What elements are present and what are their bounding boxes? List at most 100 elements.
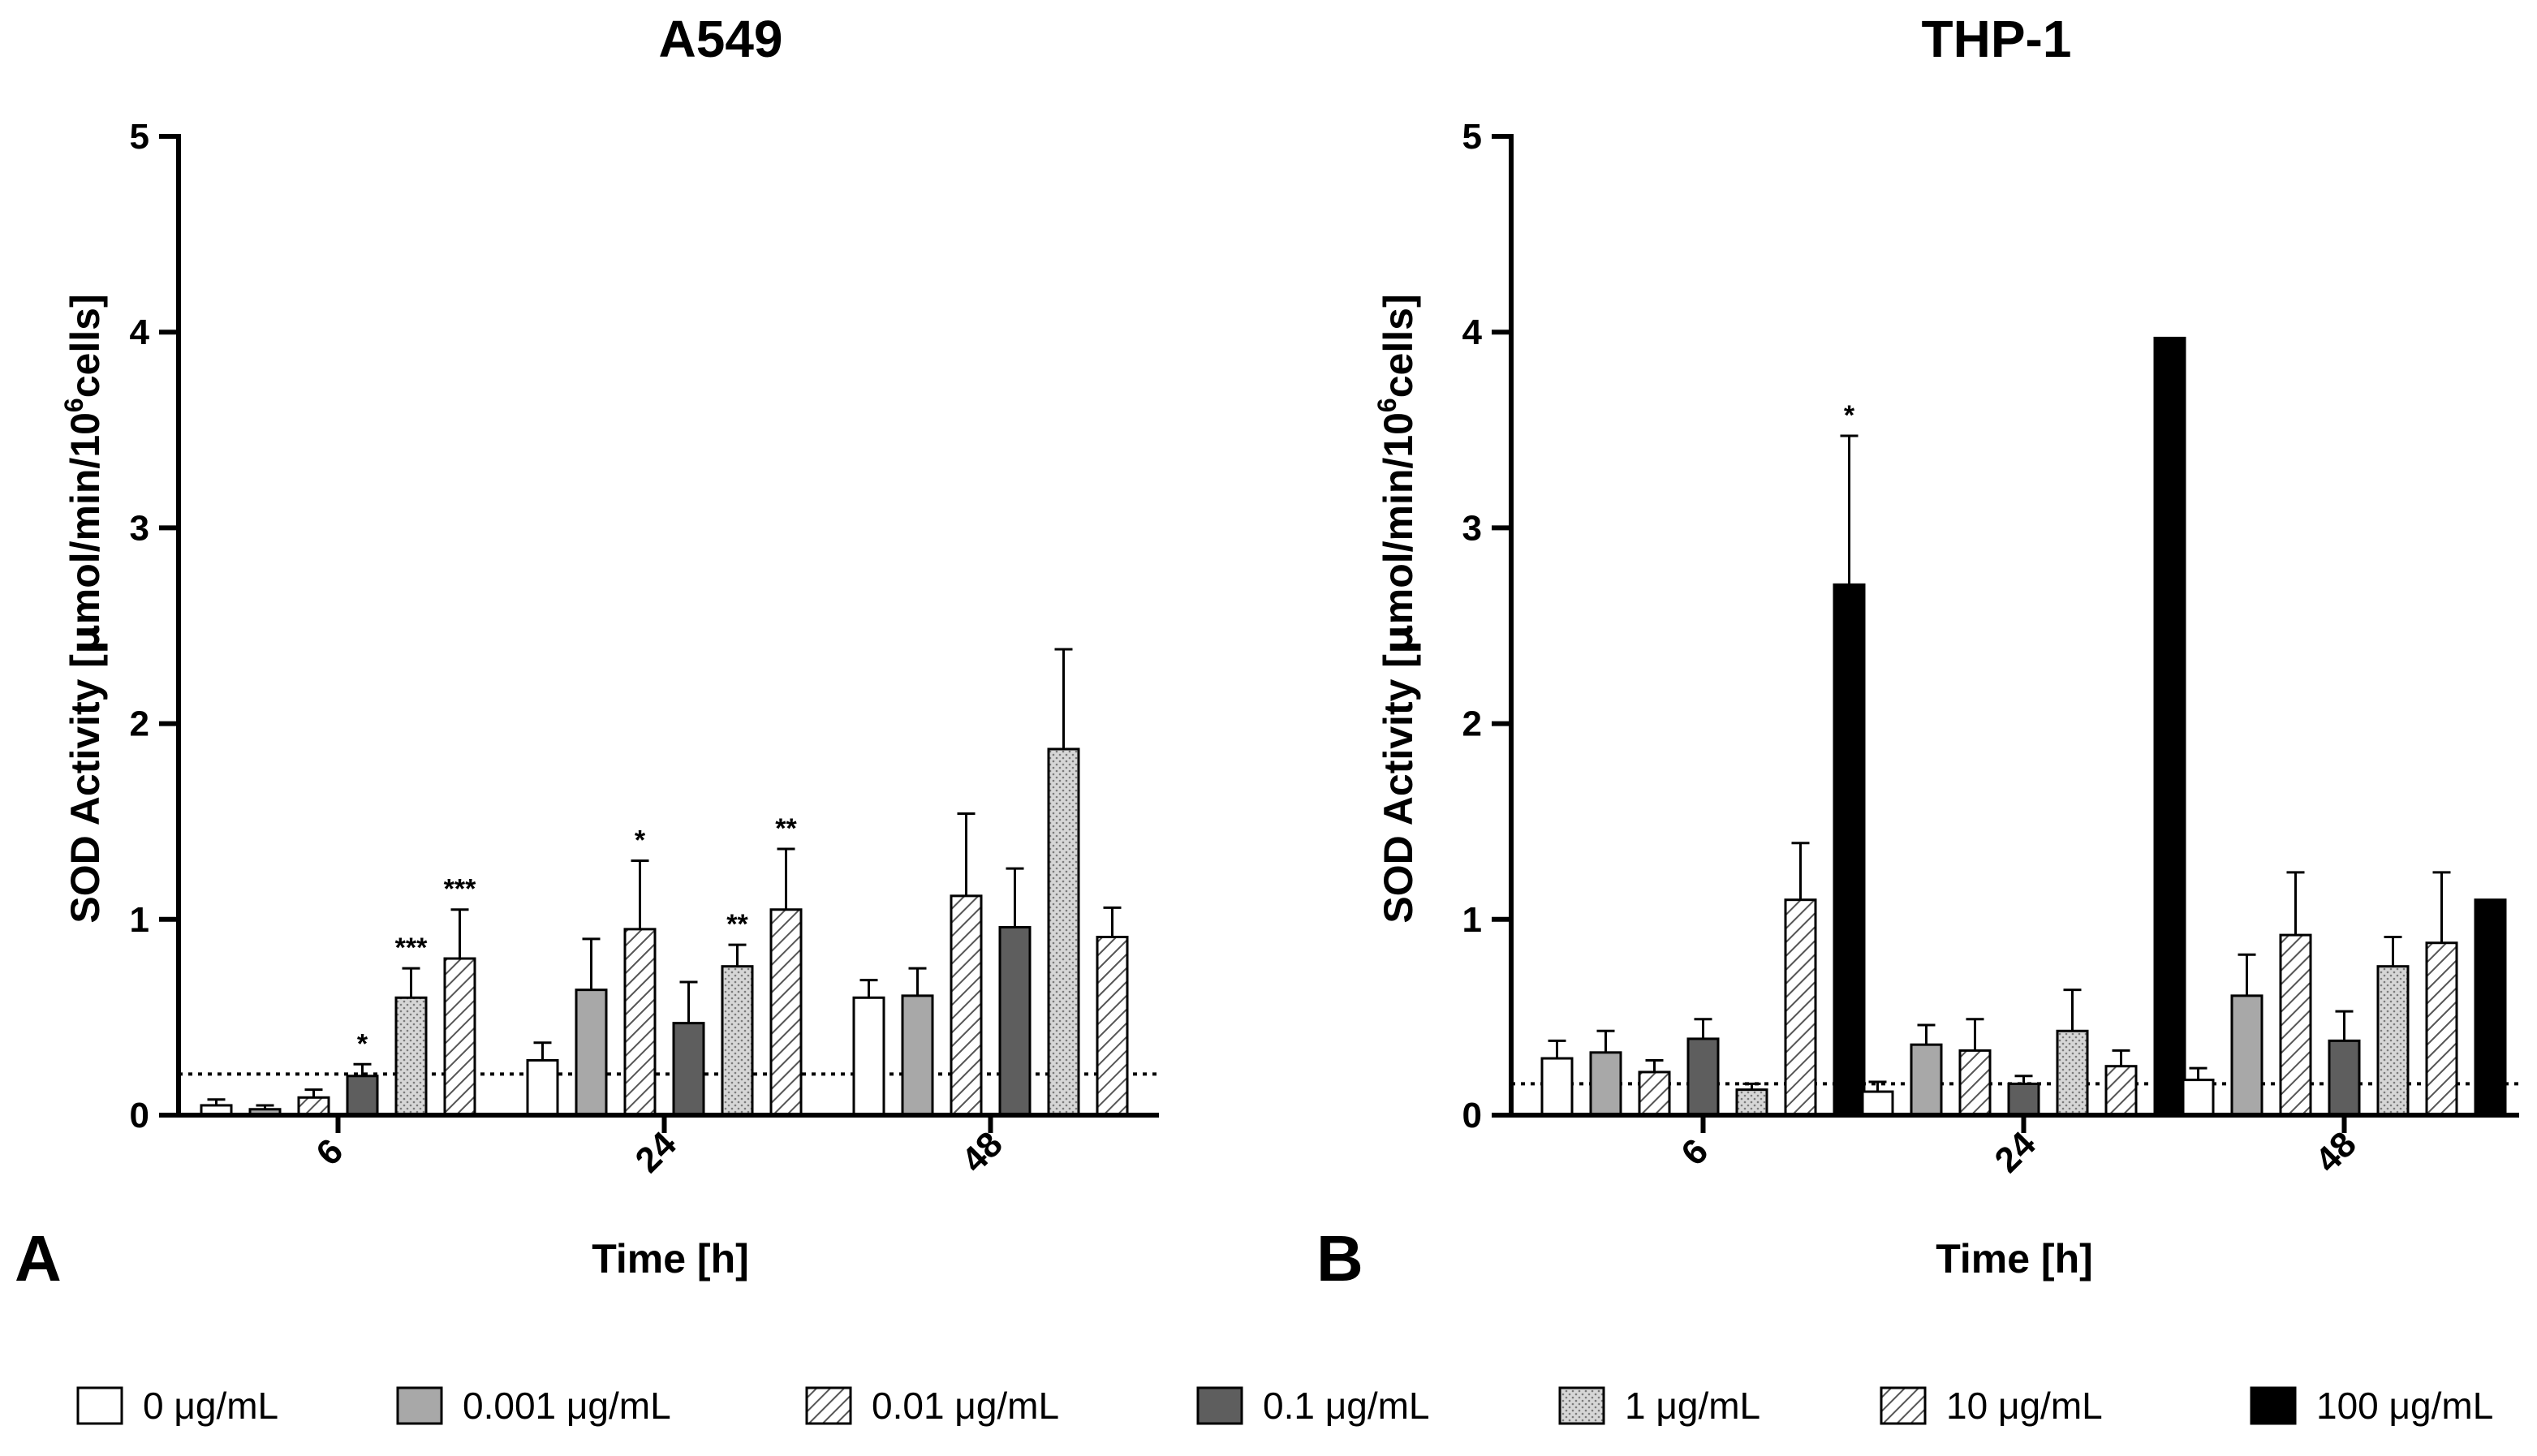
chart-panel-thp1: THP-1 SOD Activity [μmol/min/106cells] 0… xyxy=(1316,10,2519,1294)
axes-group xyxy=(1509,134,2519,1118)
bar-100-g-mL-24h xyxy=(2153,336,2186,1117)
bar-0-1-g-mL-6h xyxy=(1686,1037,1720,1117)
chart-panel-a549: A549 SOD Activity [μmol/min/106cells] 0 1… xyxy=(15,10,1159,1294)
chart-title: THP-1 xyxy=(1922,10,2072,68)
legend-item: 0.01 μg/mL xyxy=(805,1385,1059,1427)
bar-1-g-mL-6h xyxy=(1735,1088,1768,1117)
y-tick-label: 0 xyxy=(130,1096,149,1135)
legend-item: 0.001 μg/mL xyxy=(396,1385,671,1427)
bar-0-g-mL-48h xyxy=(2182,1079,2215,1117)
bar-0-1-g-mL-24h xyxy=(672,1022,705,1117)
bar-100-g-mL-48h xyxy=(2474,898,2507,1117)
bar-0-1-g-mL-24h xyxy=(2007,1082,2040,1117)
legend-swatch xyxy=(805,1386,852,1425)
y-axis-label: SOD Activity [μmol/min/106cells] xyxy=(1372,294,1422,923)
legend-item: 0 μg/mL xyxy=(76,1385,278,1427)
y-tick-label: 0 xyxy=(1462,1096,1482,1135)
y-tick-label: 3 xyxy=(1462,508,1482,548)
bar-10-g-mL-48h xyxy=(2425,941,2458,1117)
bar-0-001-g-mL-48h xyxy=(2230,994,2263,1117)
y-axis-ticks: 0 1 2 3 4 5 xyxy=(1462,117,1511,1135)
bar-0-1-g-mL-48h xyxy=(2328,1039,2361,1117)
bar-100-g-mL-6h xyxy=(1833,583,1866,1117)
significance-marker: *** xyxy=(444,874,476,905)
legend-label: 100 μg/mL xyxy=(2316,1385,2493,1427)
significance-marker: * xyxy=(635,825,646,855)
y-axis-label: SOD Activity [μmol/min/106cells] xyxy=(59,294,109,923)
x-tick-label: 24 xyxy=(628,1124,685,1181)
legend-swatch xyxy=(1558,1386,1605,1425)
bar-10-g-mL-24h xyxy=(769,908,803,1117)
significance-marker: ** xyxy=(775,813,797,844)
bar-0-g-mL-6h xyxy=(1540,1057,1574,1117)
x-tick-label: 6 xyxy=(1673,1131,1716,1174)
y-tick-label: 3 xyxy=(130,508,149,548)
bar-10-g-mL-6h xyxy=(443,957,476,1117)
legend-swatch xyxy=(1196,1386,1243,1425)
bar-0-001-g-mL-24h xyxy=(1910,1043,1943,1117)
bar-10-g-mL-24h xyxy=(2104,1065,2138,1117)
bars-group: * xyxy=(1540,336,2507,1117)
y-tick-label: 4 xyxy=(1462,312,1483,352)
y-tick-label: 1 xyxy=(1462,900,1482,940)
bar-0-01-g-mL-24h xyxy=(623,928,657,1117)
panel-label-a: A xyxy=(15,1222,62,1294)
legend-item: 1 μg/mL xyxy=(1558,1385,1760,1427)
legend-label: 0.01 μg/mL xyxy=(872,1385,1059,1427)
bar-10-g-mL-48h xyxy=(1096,936,1129,1117)
bar-0-001-g-mL-48h xyxy=(901,994,934,1117)
bar-10-g-mL-6h xyxy=(1784,898,1817,1117)
legend-label: 0 μg/mL xyxy=(143,1385,278,1427)
bar-0-01-g-mL-48h xyxy=(950,894,983,1117)
x-tick-label: 24 xyxy=(1988,1124,2044,1181)
bar-0-1-g-mL-6h xyxy=(346,1075,379,1117)
legend-item: 10 μg/mL xyxy=(1880,1385,2103,1427)
bar-1-g-mL-48h xyxy=(1047,747,1080,1117)
y-tick-label: 4 xyxy=(130,312,150,352)
significance-marker: ** xyxy=(726,909,748,940)
bar-0-001-g-mL-24h xyxy=(575,989,608,1117)
x-axis-ticks: 6 24 48 xyxy=(1673,1115,2364,1180)
bar-1-g-mL-24h xyxy=(2056,1029,2089,1117)
y-axis-ticks: 0 1 2 3 4 5 xyxy=(130,117,179,1135)
legend-swatch xyxy=(2250,1386,2297,1425)
bar-1-g-mL-48h xyxy=(2376,965,2410,1117)
bar-0-g-mL-48h xyxy=(852,996,885,1117)
bar-0-01-g-mL-24h xyxy=(1958,1049,1992,1117)
legend-label: 1 μg/mL xyxy=(1625,1385,1760,1427)
bar-0-g-mL-24h xyxy=(526,1058,559,1117)
legend-swatch xyxy=(1880,1386,1927,1425)
legend-item: 100 μg/mL xyxy=(2250,1385,2493,1427)
bar-0-g-mL-24h xyxy=(1861,1090,1894,1117)
bar-0-01-g-mL-6h xyxy=(1638,1070,1671,1117)
x-tick-label: 48 xyxy=(954,1124,1010,1180)
bar-0-001-g-mL-6h xyxy=(1589,1051,1622,1117)
x-axis-ticks: 6 24 48 xyxy=(308,1115,1010,1180)
x-tick-label: 6 xyxy=(308,1131,351,1174)
x-axis-label: Time [h] xyxy=(1936,1236,2093,1282)
legend-swatch xyxy=(396,1386,443,1425)
panel-label-b: B xyxy=(1316,1222,1363,1294)
legend-label: 0.1 μg/mL xyxy=(1263,1385,1430,1427)
x-tick-label: 48 xyxy=(2308,1124,2364,1180)
y-tick-label: 1 xyxy=(130,900,149,940)
bar-0-01-g-mL-48h xyxy=(2279,933,2312,1117)
significance-marker: *** xyxy=(395,933,428,963)
bar-0-01-g-mL-6h xyxy=(297,1096,330,1117)
bar-1-g-mL-24h xyxy=(721,965,754,1117)
legend-label: 0.001 μg/mL xyxy=(463,1385,671,1427)
chart-title: A549 xyxy=(659,10,783,68)
legend-swatch xyxy=(76,1386,123,1425)
bars-group: ************ xyxy=(200,648,1129,1117)
y-tick-label: 5 xyxy=(130,117,149,157)
significance-marker: * xyxy=(357,1028,368,1059)
legend-label: 10 μg/mL xyxy=(1946,1385,2103,1427)
y-tick-label: 5 xyxy=(1462,117,1482,157)
y-tick-label: 2 xyxy=(1462,704,1482,744)
legend: 0 μg/mL 0.001 μg/mL 0.01 μg/mL 0.1 μg/mL 1 μ… xyxy=(76,1385,2493,1427)
legend-item: 0.1 μg/mL xyxy=(1196,1385,1430,1427)
y-tick-label: 2 xyxy=(130,704,149,744)
bar-0-1-g-mL-48h xyxy=(998,925,1032,1117)
significance-marker: * xyxy=(1844,400,1855,431)
